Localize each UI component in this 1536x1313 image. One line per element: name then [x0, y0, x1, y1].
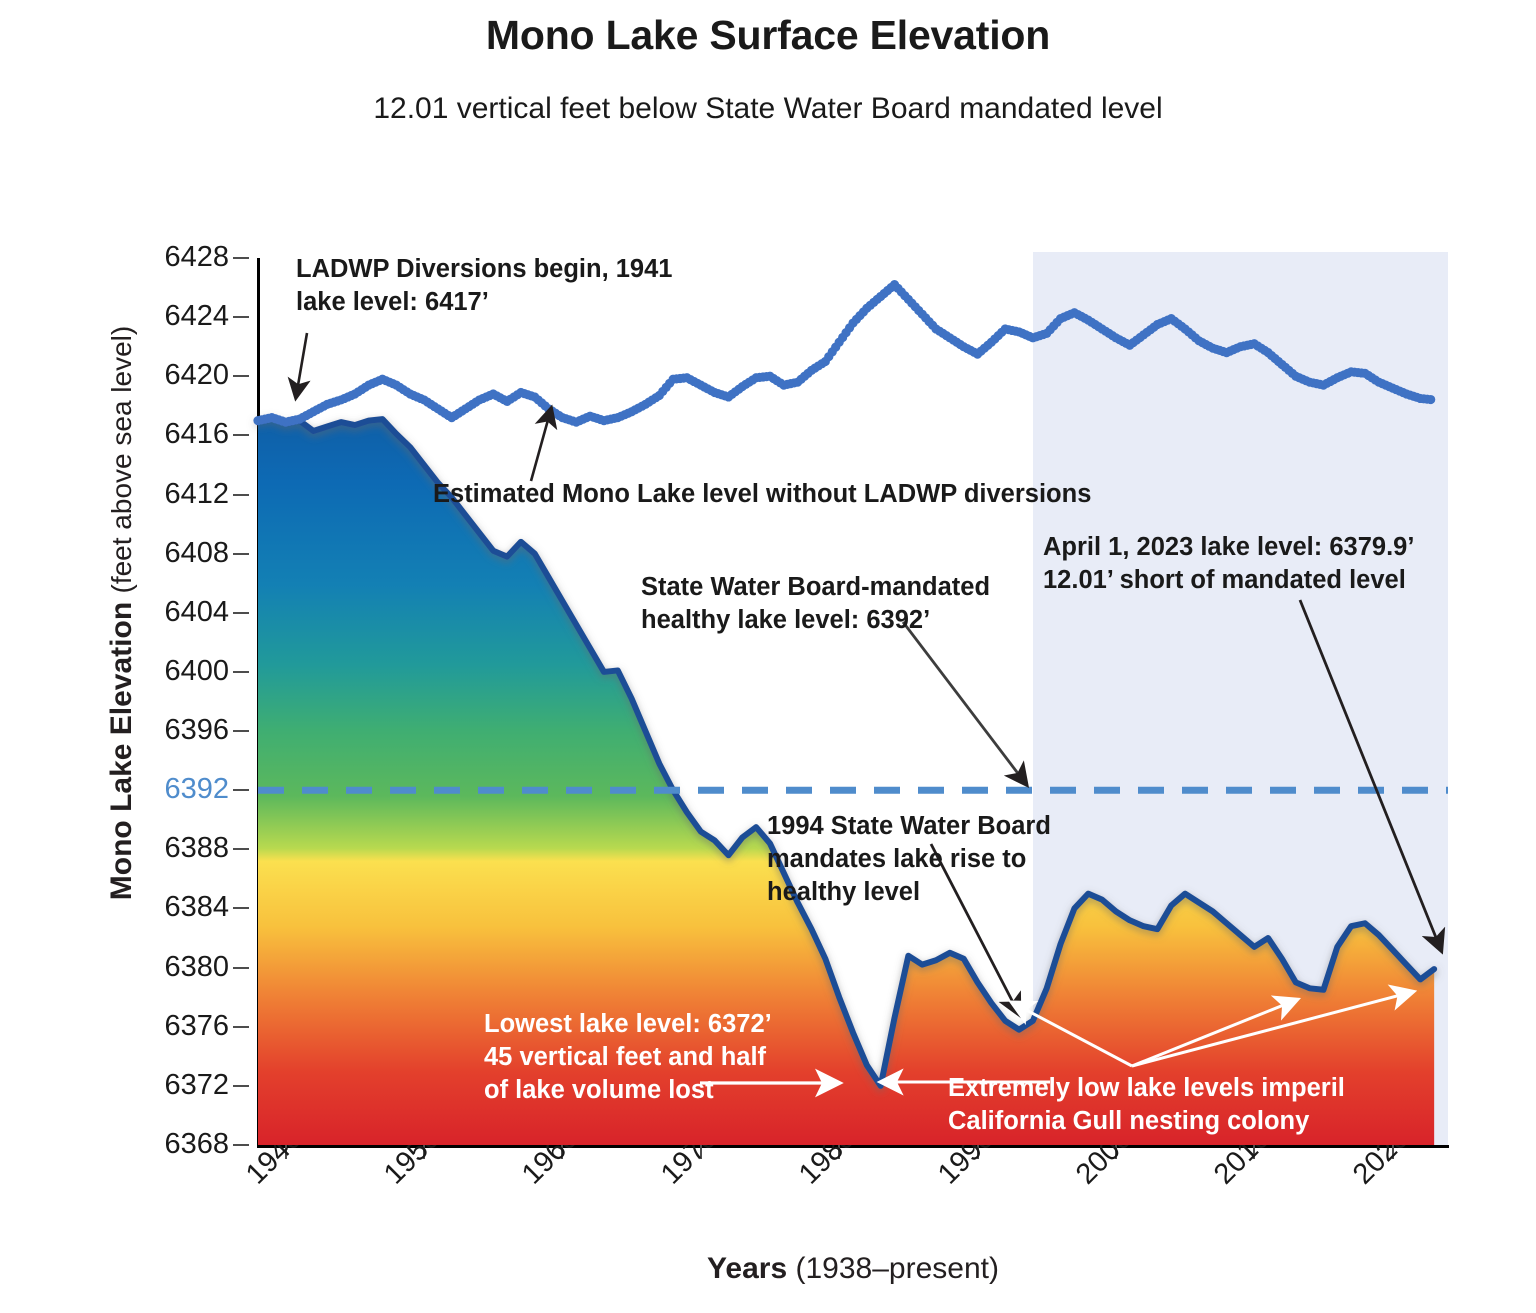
y-tick-label-6380: 6380	[164, 950, 229, 983]
y-tick-label-6404: 6404	[164, 595, 229, 628]
x-axis-label-sub: (1938–present)	[795, 1252, 999, 1285]
y-tick-label-6408: 6408	[164, 536, 229, 569]
y-tick-6428	[233, 257, 249, 259]
y-tick-label-6392: 6392	[164, 773, 229, 806]
y-tick-label-6416: 6416	[164, 418, 229, 451]
y-tick-label-6400: 6400	[164, 654, 229, 687]
x-axis-label: Years (1938–present)	[258, 1252, 1448, 1286]
lake-level-line	[255, 414, 1438, 1089]
x-tick-1990	[976, 1145, 979, 1159]
annotation-lowest-level: Lowest lake level: 6372’ 45 vertical fee…	[484, 1010, 772, 1105]
page-subtitle: 12.01 vertical feet below State Water Bo…	[373, 92, 1163, 125]
x-tick-1950	[423, 1145, 426, 1159]
y-tick-6404	[233, 611, 249, 614]
page-title: Mono Lake Surface Elevation	[485, 12, 1051, 58]
x-tick-2020	[1391, 1145, 1394, 1159]
x-tick-1980	[838, 1145, 841, 1159]
y-tick-label-6372: 6372	[164, 1068, 229, 1101]
series-layer	[253, 280, 1448, 1145]
y-tick-6384	[233, 907, 249, 910]
y-tick-6416	[233, 434, 249, 437]
y-tick-6424	[233, 316, 249, 319]
x-tick-1960	[561, 1145, 564, 1159]
y-tick-label-6412: 6412	[164, 477, 229, 510]
plot-area	[253, 252, 1448, 1145]
y-tick-6392	[233, 789, 249, 792]
y-tick-label-6384: 6384	[164, 891, 229, 924]
y-tick-label-6428: 6428	[164, 241, 229, 273]
estimated-level-dotted-series	[253, 280, 1436, 427]
y-tick-6420	[233, 375, 249, 378]
y-tick-6388	[233, 848, 249, 851]
annotation-ladwp-begin: LADWP Diversions begin, 1941 lake level:…	[296, 255, 673, 317]
x-tick-2000	[1114, 1145, 1117, 1159]
y-tick-6400	[233, 670, 249, 673]
y-tick-6412	[233, 493, 249, 496]
y-tick-label-6376: 6376	[164, 1009, 229, 1042]
x-tick-1940	[284, 1145, 287, 1159]
x-tick-2010	[1253, 1145, 1256, 1159]
x-tick-1970	[699, 1145, 702, 1159]
y-tick-label-6396: 6396	[164, 714, 229, 747]
y-tick-label-6368: 6368	[164, 1128, 229, 1160]
y-tick-6396	[233, 730, 249, 733]
y-tick-6380	[233, 966, 249, 969]
annotation-mandated-level: State Water Board-mandated healthy lake …	[641, 573, 991, 635]
y-tick-label-6388: 6388	[164, 832, 229, 865]
y-tick-6408	[233, 552, 249, 555]
y-tick-6372	[233, 1084, 249, 1087]
annotation-april-2023: April 1, 2023 lake level: 6379.9’ 12.01’…	[1043, 533, 1415, 595]
y-tick-label-6424: 6424	[164, 300, 229, 333]
x-axis-line	[257, 1145, 1449, 1148]
y-tick-6368	[233, 1144, 249, 1146]
lake-level-area	[258, 417, 1435, 1145]
y-tick-label-6420: 6420	[164, 359, 229, 392]
annotation-estimated-level: Estimated Mono Lake level without LADWP …	[433, 480, 1092, 508]
x-axis-label-main: Years	[707, 1252, 788, 1285]
annotation-gull-colony: Extremely low lake levels imperil Califo…	[948, 1074, 1345, 1136]
annotation-swb-1994: 1994 State Water Board mandates lake ris…	[767, 812, 1051, 907]
y-tick-6376	[233, 1025, 249, 1028]
estimated-level-dot	[1426, 394, 1436, 405]
